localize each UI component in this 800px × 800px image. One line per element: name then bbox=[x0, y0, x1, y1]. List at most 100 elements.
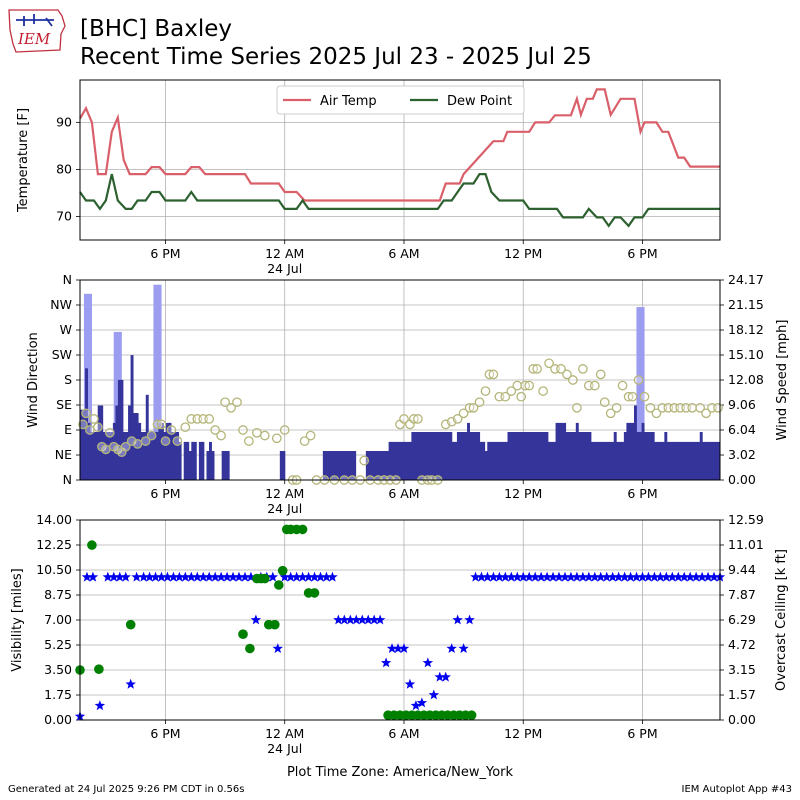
wind-speed-bar bbox=[449, 432, 453, 480]
wind-direction-point bbox=[633, 375, 644, 385]
wind-speed-bar bbox=[386, 451, 390, 480]
wind-speed-bar bbox=[388, 441, 392, 480]
visibility-point bbox=[279, 571, 290, 582]
visibility-point bbox=[192, 571, 203, 582]
wind-speed-bar bbox=[340, 451, 344, 480]
wind-speed-bar bbox=[370, 451, 374, 480]
y-tick-label: SW bbox=[52, 347, 72, 362]
visibility-point bbox=[297, 571, 308, 582]
wind-direction-point bbox=[204, 414, 215, 424]
wind-direction-point bbox=[399, 414, 409, 424]
wind-direction-point bbox=[271, 433, 282, 444]
visibility-point bbox=[553, 571, 565, 582]
ceiling-point bbox=[125, 619, 136, 630]
wind-speed-bar bbox=[140, 432, 144, 480]
y-right-tick-label: 12.59 bbox=[728, 512, 764, 527]
wind-direction-point bbox=[627, 391, 638, 402]
visibility-point bbox=[667, 571, 678, 582]
visibility-point bbox=[649, 571, 660, 582]
y-tick-label: NW bbox=[50, 297, 72, 312]
wind-direction-point bbox=[506, 386, 517, 396]
visibility-point bbox=[655, 571, 666, 582]
wind-speed-bar bbox=[464, 432, 468, 480]
wind-speed-bar bbox=[613, 432, 617, 480]
wind-direction-point bbox=[146, 430, 157, 441]
wind-speed-bar bbox=[406, 441, 410, 480]
wind-speed-bar bbox=[489, 441, 493, 480]
wind-speed-bar bbox=[709, 441, 713, 480]
wind-direction-point bbox=[480, 386, 491, 396]
wind-speed-bar bbox=[224, 451, 228, 480]
wind-speed-bar bbox=[454, 441, 458, 480]
wind-speed-bar bbox=[671, 441, 675, 480]
y-right-tick-label: 15.10 bbox=[728, 347, 764, 362]
y-right-tick-label: 9.44 bbox=[728, 562, 756, 577]
y-right-tick-label: 3.15 bbox=[728, 662, 756, 677]
visibility-point bbox=[416, 697, 428, 708]
wind-direction-point bbox=[458, 408, 469, 419]
wind-speed-bar bbox=[515, 432, 519, 480]
wind-speed-bar bbox=[153, 432, 157, 480]
wind-direction-point bbox=[81, 408, 91, 419]
visibility-point bbox=[524, 571, 535, 582]
visibility-point bbox=[547, 571, 559, 582]
wind-direction-point bbox=[226, 402, 236, 413]
wind-speed-bar bbox=[201, 441, 205, 480]
wind-speed-bar bbox=[105, 432, 109, 480]
y-tick-label: 7.00 bbox=[44, 612, 72, 627]
x-tick-label: 6 PM bbox=[627, 486, 657, 501]
legend-box bbox=[276, 85, 525, 115]
wind-speed-bar bbox=[206, 451, 210, 480]
wind-speed-bar bbox=[692, 441, 696, 480]
visibility-point bbox=[94, 700, 106, 711]
visibility-point bbox=[250, 614, 262, 625]
wind-speed-bar bbox=[656, 441, 660, 480]
wind-speed-bar bbox=[459, 432, 463, 480]
y-tick-label: 0.00 bbox=[44, 712, 72, 727]
x-tick-sublabel: 24 Jul bbox=[267, 261, 302, 276]
wind-speed-bar bbox=[451, 441, 455, 480]
y-tick-label: 5.25 bbox=[44, 637, 72, 652]
wind-direction-point bbox=[210, 425, 221, 435]
visibility-point bbox=[368, 614, 380, 625]
wind-direction-point bbox=[687, 402, 698, 413]
wind-speed-bar bbox=[682, 441, 685, 480]
wind-direction-point bbox=[701, 408, 711, 419]
wind-speed-bar bbox=[651, 432, 655, 480]
visibility-point bbox=[272, 643, 283, 653]
visibility-point bbox=[315, 571, 326, 582]
wind-speed-bar bbox=[654, 441, 658, 480]
y-tick-label: S bbox=[64, 372, 72, 387]
wind-speed-bar bbox=[418, 432, 422, 480]
wind-direction-point bbox=[532, 364, 542, 374]
wind-speed-bar bbox=[424, 432, 427, 480]
visibility-point bbox=[239, 571, 251, 582]
y-tick-label: 3.50 bbox=[44, 662, 72, 677]
wind-speed-bar bbox=[616, 441, 620, 480]
visibility-point bbox=[215, 571, 227, 582]
chart-title: [BHC] Baxley bbox=[80, 16, 233, 42]
x-tick-label: 12 PM bbox=[504, 486, 542, 501]
visibility-point bbox=[577, 571, 589, 582]
wind-speed-bar bbox=[345, 451, 349, 480]
visibility-point bbox=[363, 614, 374, 625]
wind-speed-bar bbox=[702, 441, 706, 480]
wind-speed-bar bbox=[80, 409, 83, 480]
wind-speed-bar bbox=[166, 422, 169, 480]
wind-speed-bar bbox=[373, 451, 377, 480]
ceiling-point bbox=[466, 710, 477, 720]
wind-speed-bar bbox=[456, 432, 460, 480]
visibility-point bbox=[168, 571, 179, 582]
chart-subtitle: Recent Time Series 2025 Jul 23 - 2025 Ju… bbox=[80, 44, 592, 70]
temperature-ylabel: Temperature [F] bbox=[16, 108, 31, 213]
wind-speed-bar bbox=[85, 368, 88, 480]
wind-speed-bar bbox=[198, 441, 202, 480]
visibility-point bbox=[404, 678, 416, 689]
wind-speed-bar bbox=[553, 441, 556, 480]
x-tick-label: 6 PM bbox=[150, 486, 180, 501]
wind-direction-point bbox=[544, 358, 554, 369]
wind-speed-bar bbox=[107, 432, 111, 480]
visibility-point bbox=[482, 571, 493, 582]
wind-direction-point bbox=[468, 402, 479, 413]
wind-direction-point bbox=[452, 414, 463, 424]
